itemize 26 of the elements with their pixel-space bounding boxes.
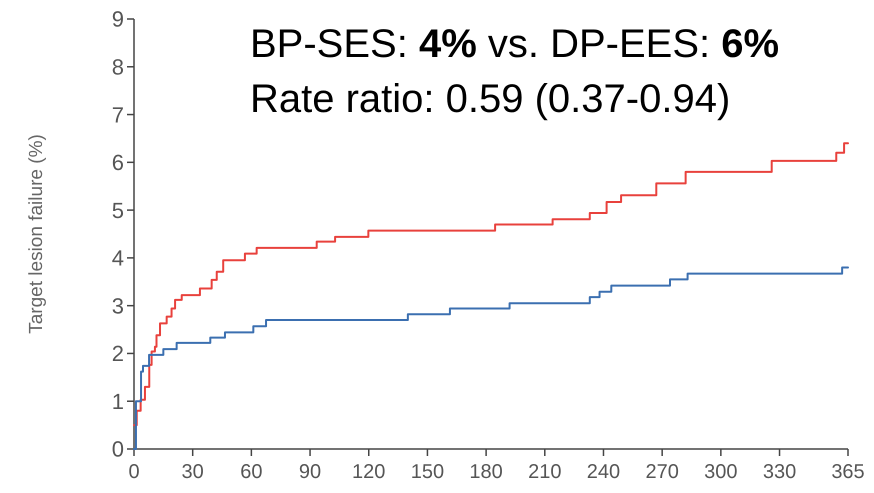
x-tick-label: 365 bbox=[831, 461, 865, 483]
y-tick-label: 9 bbox=[112, 6, 124, 32]
text: Rate ratio: 0.59 (0.37-0.94) bbox=[250, 77, 730, 121]
x-tick-label: 150 bbox=[410, 461, 444, 483]
chart-title: BP-SES: 4% vs. DP-EES: 6% bbox=[250, 22, 780, 66]
y-tick-label: 7 bbox=[112, 102, 124, 128]
y-tick-label: 2 bbox=[112, 341, 124, 366]
y-tick-label: 3 bbox=[112, 293, 124, 318]
x-tick-label: 210 bbox=[528, 461, 562, 483]
y-tick-label: 0 bbox=[112, 436, 124, 462]
x-tick-label: 330 bbox=[762, 461, 796, 483]
x-tick-label: 0 bbox=[128, 461, 140, 483]
y-axis-title: Target lesion failure (%) bbox=[26, 134, 47, 334]
y-tick-label: 5 bbox=[112, 198, 124, 223]
x-tick-label: 120 bbox=[352, 461, 386, 483]
y-tick-label: 1 bbox=[112, 388, 124, 414]
x-tick-label: 60 bbox=[240, 461, 262, 483]
y-tick-label: 4 bbox=[112, 246, 124, 271]
x-tick-label: 30 bbox=[182, 461, 204, 483]
y-tick-label: 8 bbox=[112, 54, 124, 80]
x-tick-label: 240 bbox=[586, 461, 620, 483]
x-tick-label: 90 bbox=[298, 461, 322, 483]
x-tick-label: 180 bbox=[469, 461, 503, 483]
y-tick-label: 6 bbox=[112, 150, 124, 176]
x-tick-label: 300 bbox=[704, 461, 738, 483]
x-tick-label: 270 bbox=[645, 461, 679, 483]
